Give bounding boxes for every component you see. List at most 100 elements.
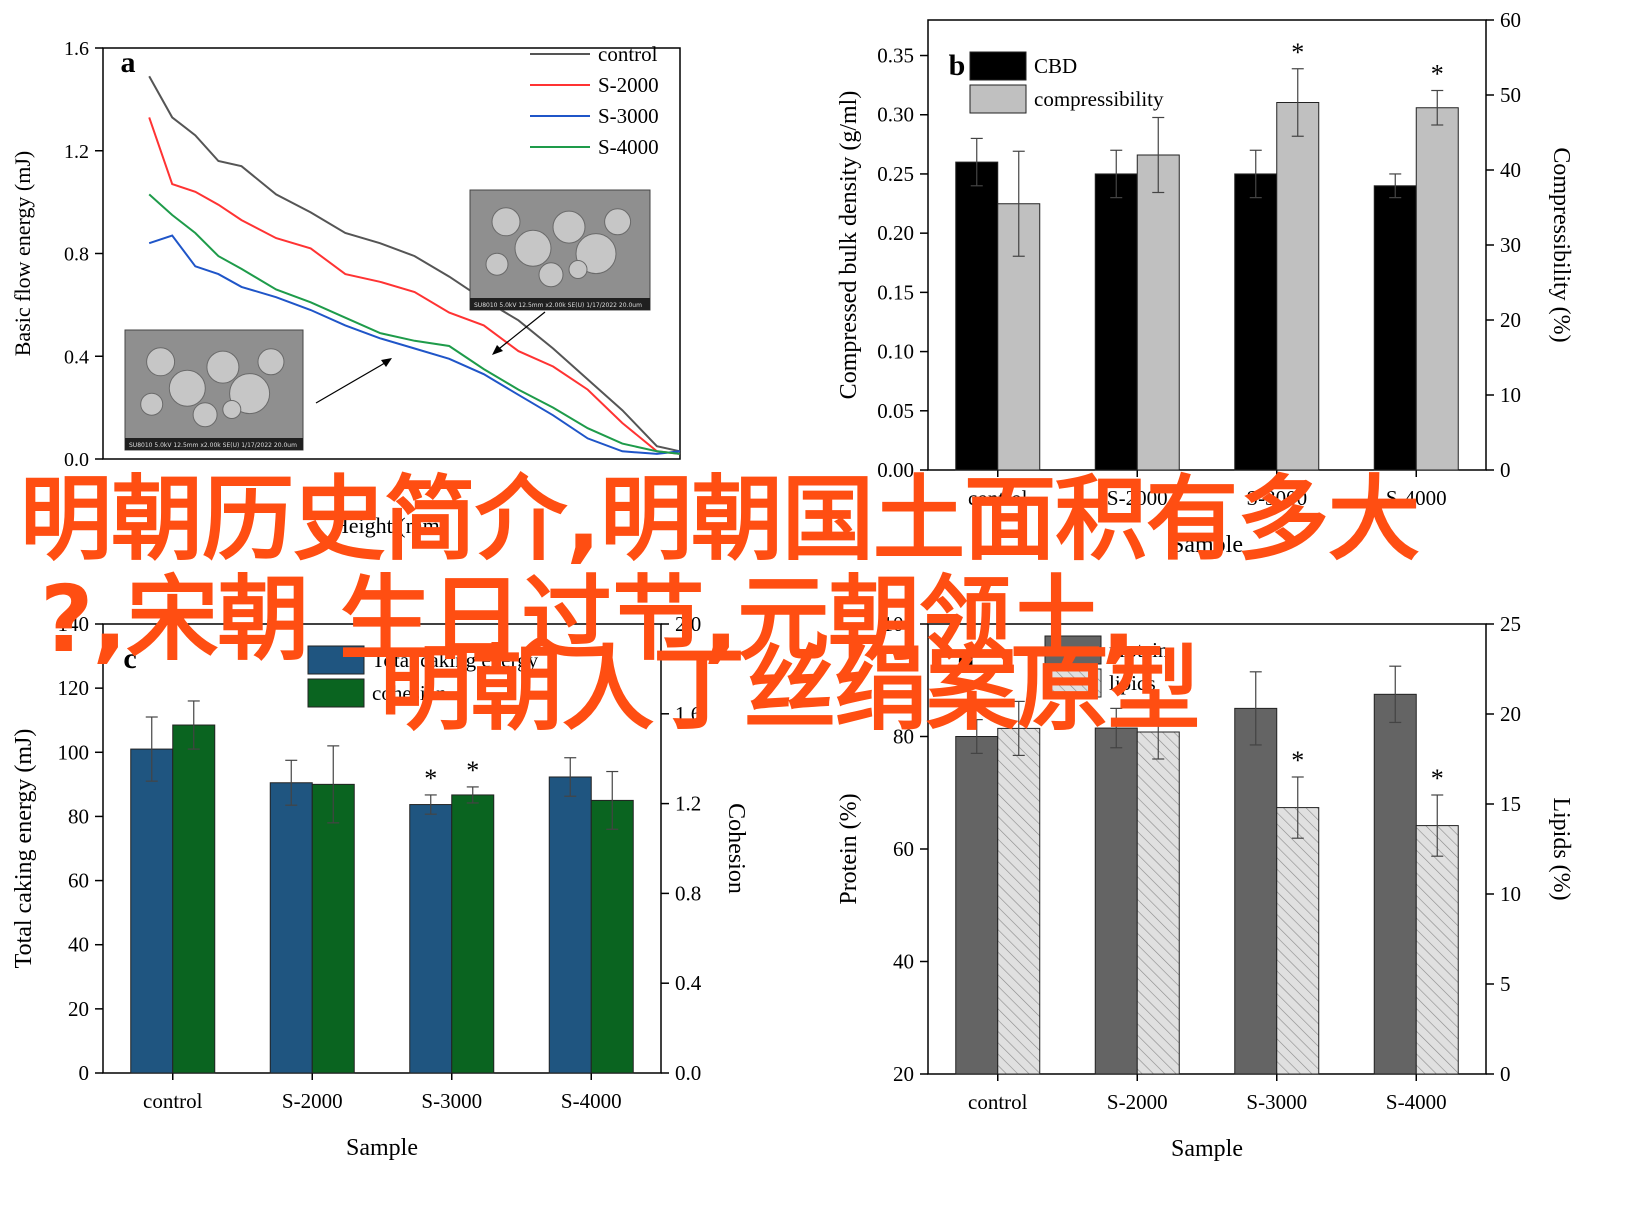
y-tick-label: 0.15 [877,280,914,304]
bar-cbd [1373,185,1417,471]
y-axis-label: Basic flow energy (mJ) [10,151,35,357]
y-tick-label: 0.35 [877,44,914,68]
legend-swatch [969,84,1027,114]
x-tick-label: S-2000 [1107,1090,1168,1114]
y-right-tick-label: 15 [1500,792,1521,816]
x-tick-label: S-4000 [561,1089,622,1113]
y-axis-label: Protein (%) [836,793,862,904]
significance-marker: * [424,764,437,793]
x-tick-label: S-4000 [1386,486,1447,510]
legend-label: compressibility [1034,87,1164,111]
sem-particle [538,262,564,288]
legend-label: S-4000 [598,135,659,159]
x-axis-label: Sample [1171,532,1243,558]
y-tick-label: 0.05 [877,399,914,423]
y-right-tick-label: 50 [1500,83,1521,107]
y-tick-label: 100 [883,612,915,636]
overlay-title-line-2: ?,宋朝 生日过节,元朝领土, [40,566,1136,673]
bar-total-caking-energy [269,782,313,1074]
legend-label: cohesion [372,681,447,705]
x-tick-label: S-3000 [1246,486,1307,510]
sem-particle [222,400,242,419]
y-tick-label: 60 [893,837,914,861]
bar-cbd [1094,173,1138,471]
x-tick-label: S-2000 [282,1089,343,1113]
bar-cbd [1234,173,1278,471]
significance-marker: * [1431,764,1444,793]
y-right-tick-label: 0 [1500,1062,1511,1086]
bar-lipids [997,727,1041,1075]
bar-protein [1373,693,1417,1075]
sem-image: SU8010 5.0kV 12.5mm x2.00k SE(U) 1/17/20… [469,189,651,311]
significance-marker: * [466,756,479,785]
y-right-tick-label: 10 [1500,882,1521,906]
arrow-head [381,358,392,367]
x-tick-label: control [968,1090,1028,1114]
panel-letter: b [949,49,966,82]
y-right-tick-label: 30 [1500,233,1521,257]
y-tick-label: 40 [68,933,89,957]
y-right-tick-label: 2.0 [675,612,701,636]
sem-caption-bar [125,438,303,450]
bar-cohesion [172,724,216,1074]
sem-caption: SU8010 5.0kV 12.5mm x2.00k SE(U) 1/17/20… [129,442,297,449]
sem-caption-bar [470,298,650,310]
x-tick-label: control [143,1089,203,1113]
sem-particle [552,210,586,244]
series-line-S-4000 [148,193,681,455]
x-tick-label: S-3000 [421,1089,482,1113]
legend-swatch [307,645,365,675]
legend-label: S-2000 [598,73,659,97]
y-tick-label: 100 [58,740,90,764]
bar-protein [955,736,999,1075]
bar-lipids [1415,825,1459,1075]
y-right-tick-label: 5 [1500,972,1511,996]
bar-cbd [955,161,999,471]
arrow-line [494,311,546,353]
y-tick-label: 0.30 [877,103,914,127]
y-axis-label: Compressed bulk density (g/ml) [836,91,862,400]
y-axis-label: Total caking energy (mJ) [11,729,37,969]
overlay-title-line-1: 明朝历史简介,明朝国土面积有多大 [20,466,1420,573]
y-right-tick-label: 10 [1500,383,1521,407]
bar-compressibility [1415,107,1459,471]
y-right-tick-label: 40 [1500,158,1521,182]
y-tick-label: 20 [893,1062,914,1086]
y-right-axis-label: Cohesion [723,803,749,894]
panel-b: 0.00 0.05 0.10 0.15 0.20 0.25 0.30 0.35 0 10 20 30 4… [836,8,1574,558]
sem-particle [491,207,521,237]
x-tick-label: S-3000 [1246,1090,1307,1114]
y-tick-label: 140 [58,612,90,636]
legend-swatch [969,51,1027,81]
y-tick-label: 0.0 [64,449,89,471]
x-axis-label: Height (mm) [333,513,447,538]
legend-swatch [1044,635,1102,665]
sem-particle [146,347,176,377]
series-line-S-2000 [148,117,681,455]
x-tick-label: control [968,486,1028,510]
bar-cohesion [451,794,495,1074]
panel-letter: a [121,46,136,79]
sem-particle [514,229,552,267]
y-tick-label: 0.25 [877,162,914,186]
y-right-tick-label: 0.4 [675,971,702,995]
legend-label: lipids [1109,671,1156,695]
sem-image: SU8010 5.0kV 12.5mm x2.00k SE(U) 1/17/20… [124,329,304,451]
sem-particle [575,233,617,275]
legend-label: Total caking energy [372,648,539,672]
sem-particle [568,260,588,279]
x-tick-label: S-2000 [1107,486,1168,510]
y-tick-label: 0.00 [877,458,914,482]
sem-particle [257,348,285,376]
y-right-tick-label: 0.8 [675,881,701,905]
legend-swatch [1044,668,1102,698]
sem-particle [485,252,509,276]
series-line-control [148,75,681,453]
sem-particle [140,392,164,416]
y-tick-label: 1.6 [64,38,89,60]
bar-protein [1094,727,1138,1075]
legend-swatch [307,678,365,708]
bar-lipids [1136,731,1180,1075]
bar-cohesion [590,799,634,1074]
